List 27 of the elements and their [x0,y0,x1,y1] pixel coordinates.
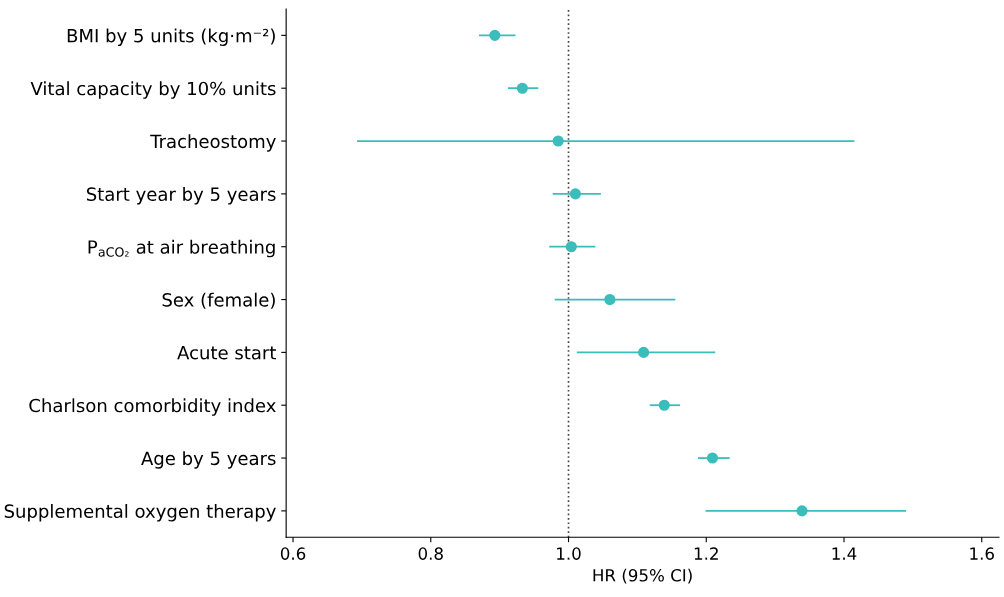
x-axis-title: HR (95% CI) [593,568,692,584]
y-tick-label: BMI by 5 units (kg·m⁻²) [67,28,275,46]
point [569,188,581,200]
y-tick-label: Age by 5 years [141,451,276,469]
point [565,241,577,253]
x-tick-label: 1.0 [557,547,581,560]
y-tick-label: Sex (female) [162,292,275,309]
y-tick-label: Acute start [177,346,276,360]
point [552,135,564,147]
y-tick-label: Charlson comorbidity index [29,398,276,416]
y-tick-label: Start year by 5 years [86,187,276,205]
y-tick-label: Supplemental oxygen therapy [4,504,276,522]
point [658,399,670,411]
x-tick-label: 0.6 [280,547,306,560]
point [489,29,501,41]
y-tick-label: Vital capacity by 10% units [30,81,276,99]
point [638,346,650,358]
x-tick-label: 1.2 [694,547,718,560]
point [706,452,719,464]
point [604,293,616,306]
point [796,505,808,517]
x-tick-label: 1.4 [832,547,857,560]
y-tick-label: Tracheostomy [150,134,276,152]
x-tick-label: 1.6 [970,547,994,560]
x-tick-label: 0.8 [418,547,443,560]
y-tick-label: P$_{aCO₂}$ at air breathing [88,239,275,258]
point [516,82,528,94]
